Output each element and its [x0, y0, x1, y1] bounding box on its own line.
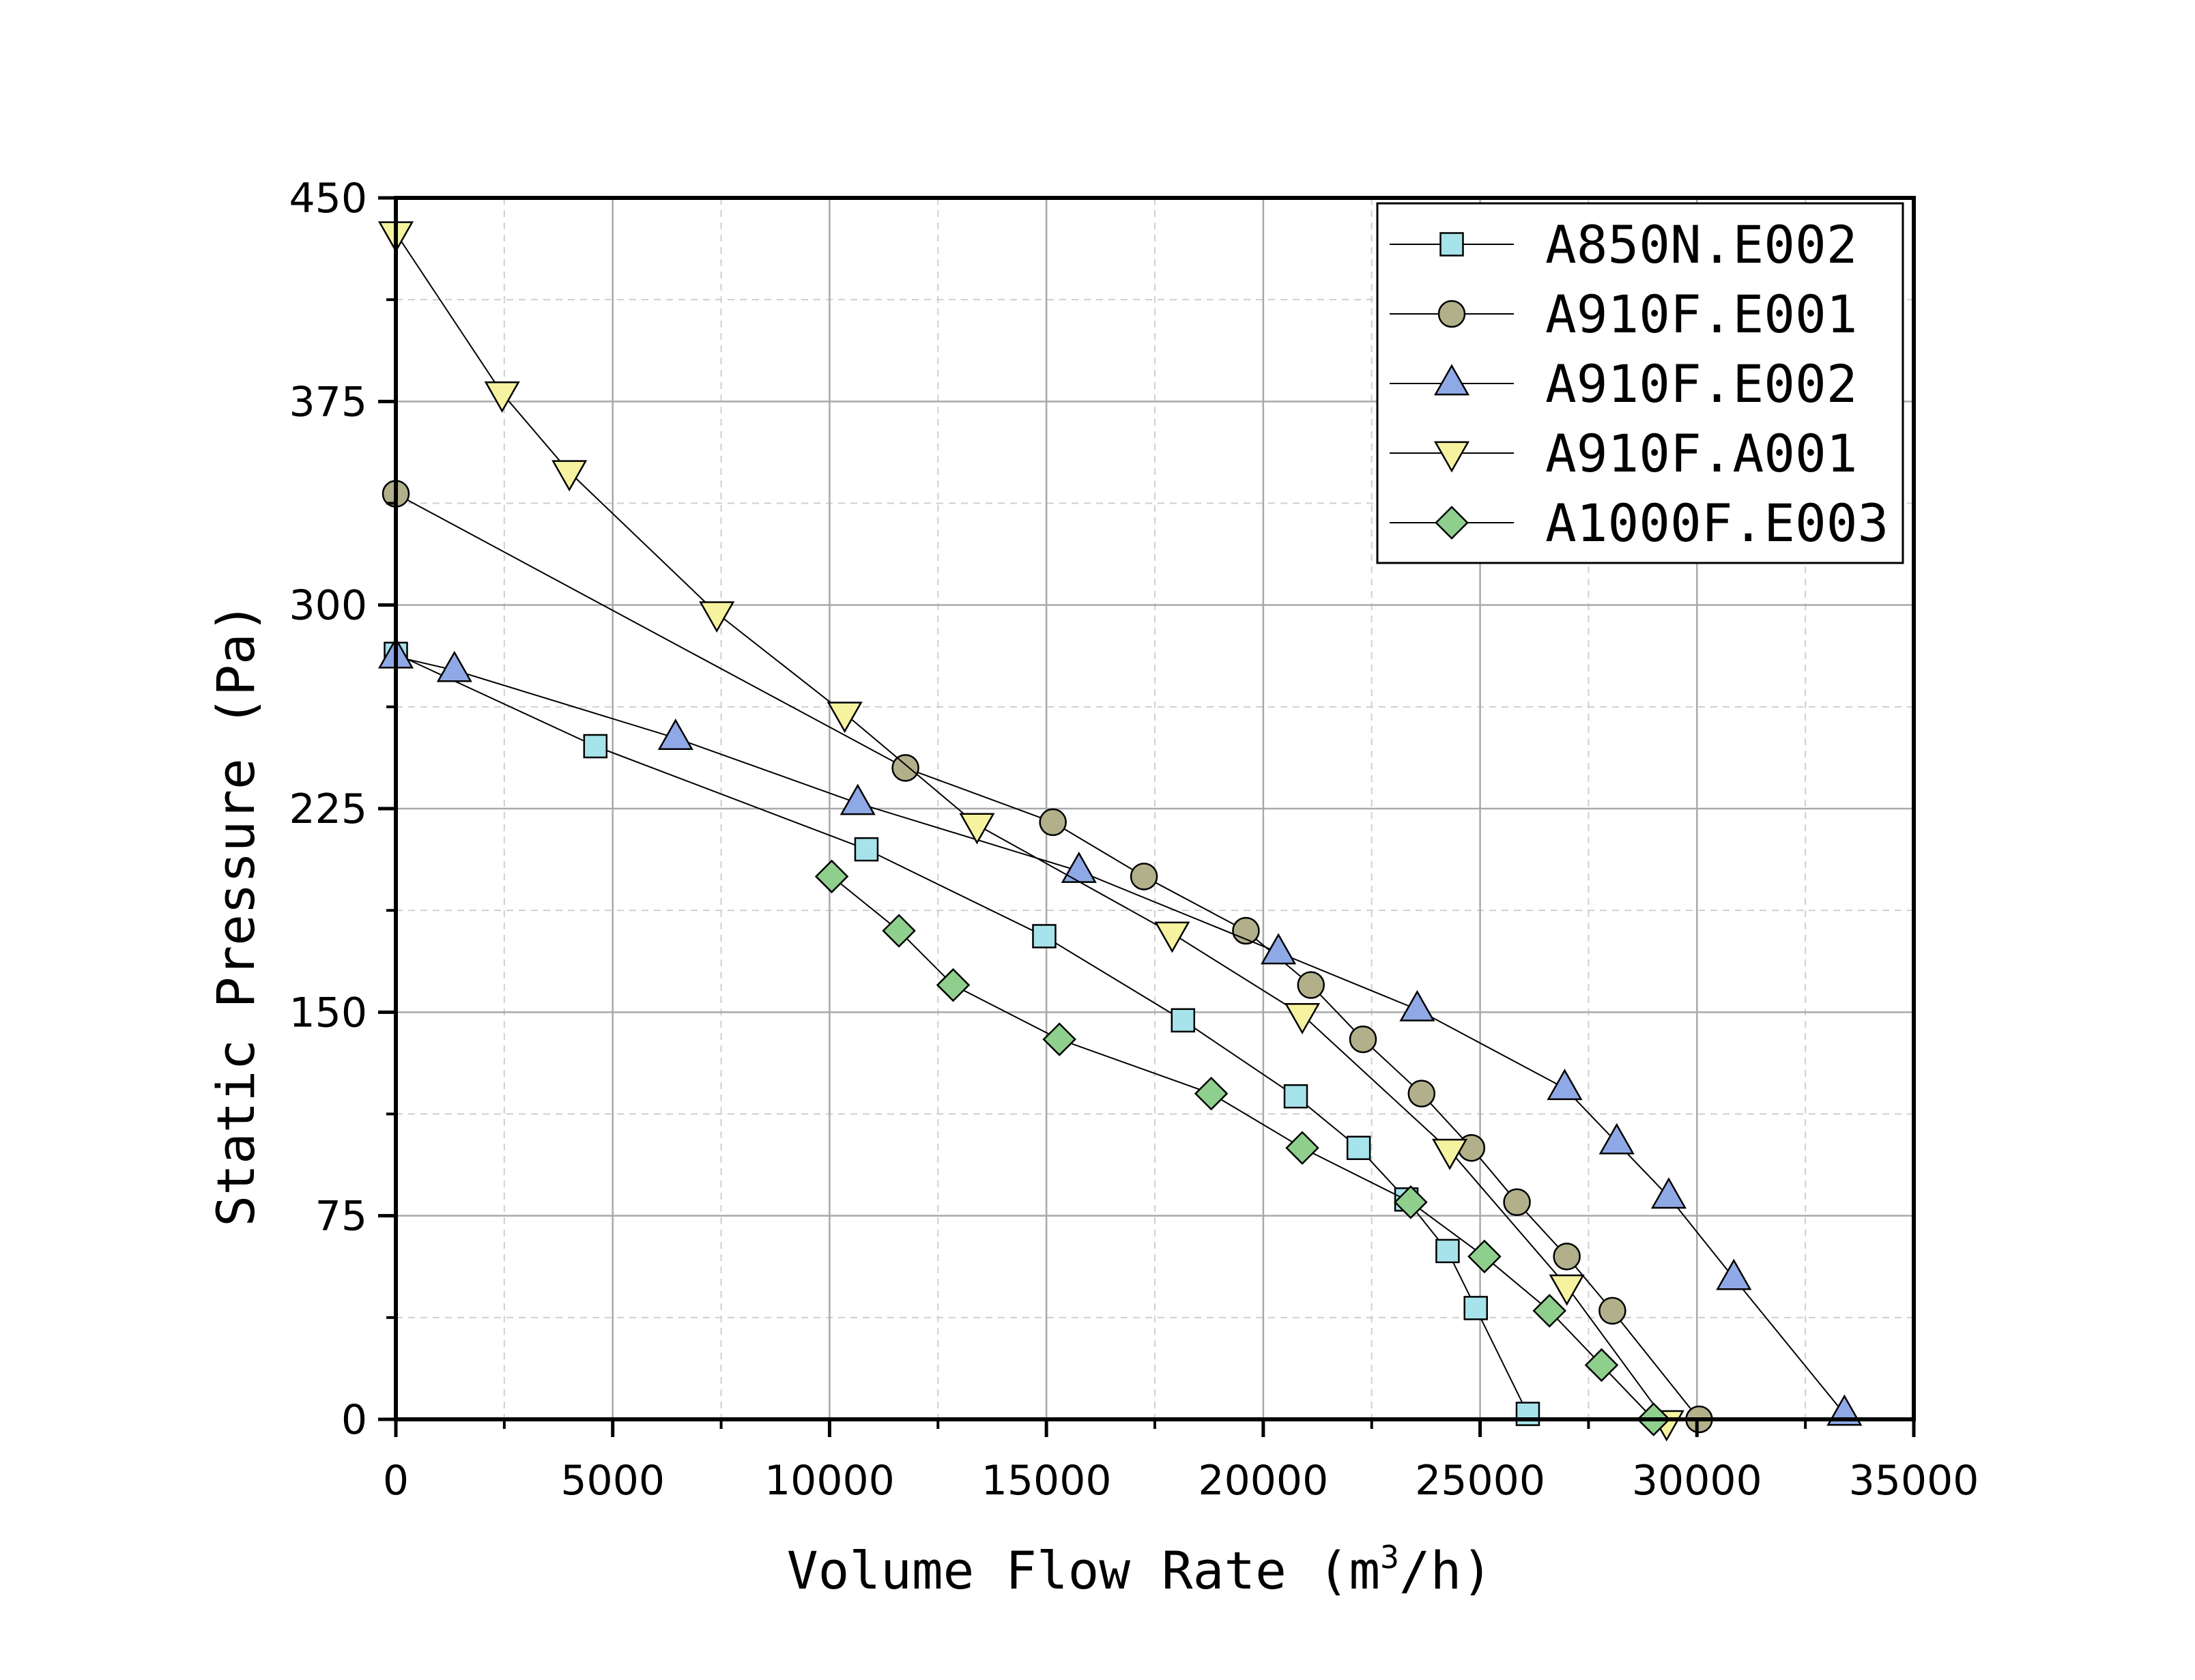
y-tick-label: 150: [289, 989, 367, 1037]
data-point: [1349, 1025, 1377, 1054]
y-axis-title: Static Pressure (Pa): [205, 602, 266, 1226]
y-tick-label: 450: [289, 175, 367, 222]
data-point: [891, 754, 919, 782]
data-point: [936, 968, 971, 1002]
data-point: [1467, 1239, 1502, 1274]
y-tick-label: 0: [341, 1396, 367, 1444]
y-tick-label: 300: [289, 582, 367, 630]
data-point: [1432, 1138, 1468, 1170]
data-point: [1283, 1084, 1308, 1109]
x-tick-label: 0: [383, 1457, 409, 1505]
data-point: [1549, 1274, 1585, 1306]
y-tick-label: 225: [289, 785, 367, 833]
legend-entry: A910F.E002: [1390, 353, 1858, 414]
data-point: [882, 914, 916, 948]
data-point: [1463, 1296, 1488, 1320]
legend-label: A1000F.E003: [1545, 493, 1889, 553]
data-point: [1346, 1135, 1371, 1160]
data-point: [814, 859, 849, 894]
data-point: [484, 381, 520, 413]
data-point: [1598, 1123, 1635, 1155]
data-point: [1042, 1022, 1076, 1056]
data-point: [1584, 1348, 1619, 1382]
axes: 0 5000 10000 15000 20000 25000 30000 35000 0 75 15…: [289, 175, 1979, 1505]
data-point: [827, 701, 863, 734]
data-point: [1716, 1258, 1752, 1290]
legend-entry: A1000F.E003: [1390, 493, 1889, 553]
series-A910F.A001: [377, 221, 1684, 1442]
legend-label: A850N.E002: [1545, 214, 1858, 275]
data-point: [1598, 1297, 1626, 1325]
data-point: [583, 734, 608, 759]
data-point: [1547, 1069, 1583, 1101]
series-A910F.E002: [377, 637, 1863, 1426]
data-point: [840, 783, 876, 815]
y-tick-label: 75: [315, 1193, 367, 1241]
legend-entry: A910F.A001: [1390, 423, 1858, 484]
x-tick-label: 30000: [1632, 1457, 1762, 1505]
data-point: [699, 601, 735, 633]
data-point: [1399, 989, 1435, 1022]
data-point: [959, 813, 995, 845]
plot-series: [377, 221, 1863, 1442]
x-tick-label: 25000: [1415, 1457, 1545, 1505]
series-line: [395, 656, 1846, 1415]
x-axis-title: Volume Flow Rate (m3/h): [787, 1539, 1493, 1601]
data-point: [1284, 1002, 1321, 1034]
data-point: [1171, 1008, 1196, 1033]
x-tick-label: 10000: [764, 1457, 895, 1505]
data-point: [1650, 1177, 1687, 1209]
legend-marker: [1437, 300, 1466, 328]
data-point: [1553, 1243, 1581, 1271]
legend-label: A910F.A001: [1545, 423, 1858, 484]
data-point: [1515, 1402, 1540, 1426]
data-point: [1297, 971, 1325, 999]
data-point: [1261, 933, 1297, 965]
data-point: [436, 650, 472, 682]
legend-marker: [1439, 232, 1464, 257]
x-tick-label: 5000: [560, 1457, 665, 1505]
data-point: [1039, 808, 1067, 837]
data-point: [1435, 1239, 1460, 1264]
legend-entry: A910F.E001: [1390, 284, 1858, 345]
legend-entry: A850N.E002: [1390, 214, 1858, 275]
data-point: [1130, 863, 1158, 890]
data-point: [1032, 924, 1057, 948]
data-point: [1194, 1076, 1229, 1111]
data-point: [1532, 1294, 1567, 1328]
legend-label: A910F.E001: [1545, 284, 1858, 345]
data-point: [1285, 1131, 1319, 1165]
legend-marker: [1435, 506, 1469, 540]
legend-marker: [1433, 441, 1470, 473]
y-tick-label: 375: [289, 378, 367, 426]
legend-marker: [1433, 364, 1470, 396]
series-A1000F.E003: [814, 859, 1671, 1436]
data-point: [551, 460, 588, 492]
data-point: [1503, 1188, 1531, 1217]
data-point: [1407, 1080, 1436, 1107]
data-point: [854, 837, 879, 862]
axis-labels: Volume Flow Rate (m3/h) Static Pressure …: [205, 602, 1493, 1601]
legend-label: A910F.E002: [1545, 353, 1858, 414]
x-tick-label: 20000: [1198, 1457, 1328, 1505]
x-tick-label: 15000: [981, 1457, 1112, 1505]
data-point: [1394, 1185, 1428, 1219]
data-point: [657, 719, 693, 750]
data-point: [1154, 921, 1190, 953]
x-tick-label: 35000: [1849, 1457, 1979, 1505]
legend: A850N.E002 A910F.E001 A910F.E002 A910F.A001…: [1376, 202, 1904, 564]
